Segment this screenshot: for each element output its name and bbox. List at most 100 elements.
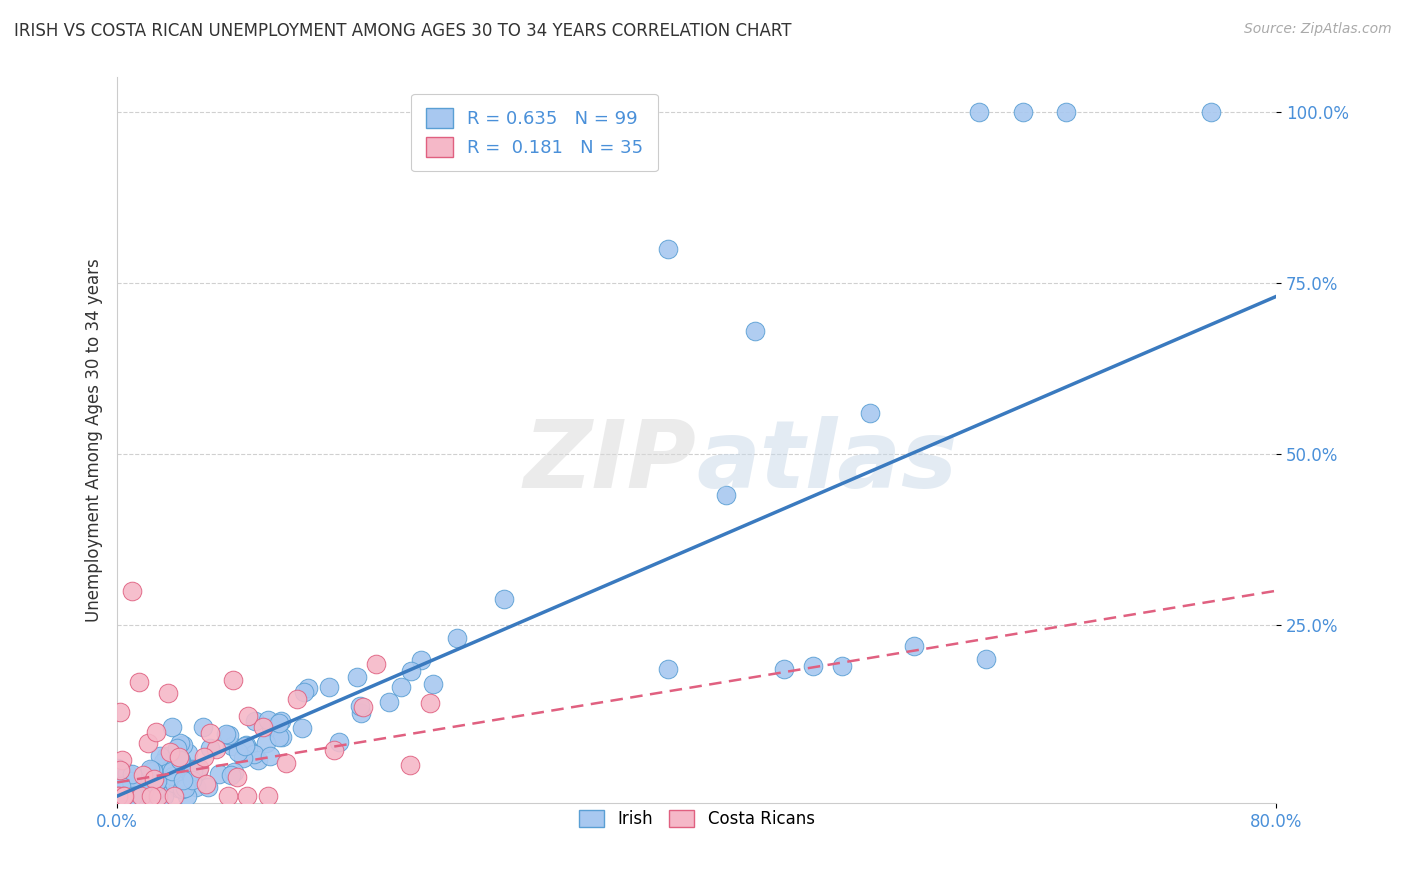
Point <box>859 406 882 420</box>
Point <box>193 720 215 734</box>
Point <box>257 713 280 727</box>
Point <box>225 771 247 785</box>
Point <box>744 324 766 338</box>
Point <box>446 631 468 645</box>
Point <box>160 761 183 775</box>
Point <box>143 784 166 798</box>
Point <box>115 765 138 780</box>
Point <box>399 758 422 772</box>
Point <box>108 783 131 797</box>
Point <box>364 657 387 671</box>
Point <box>167 781 190 796</box>
Point <box>259 749 281 764</box>
Point <box>297 681 319 696</box>
Point <box>174 777 197 791</box>
Point <box>208 767 231 781</box>
Point <box>146 789 169 804</box>
Point <box>110 705 132 719</box>
Point <box>285 692 308 706</box>
Point <box>139 789 162 804</box>
Text: atlas: atlas <box>696 416 957 508</box>
Point <box>1054 104 1077 119</box>
Point <box>184 780 207 794</box>
Point <box>162 769 184 783</box>
Point <box>270 714 292 729</box>
Point <box>169 753 191 767</box>
Point <box>231 751 253 765</box>
Point <box>276 756 298 771</box>
Point <box>121 583 143 598</box>
Text: ZIP: ZIP <box>524 416 696 508</box>
Point <box>172 772 194 787</box>
Point <box>145 725 167 739</box>
Point <box>193 749 215 764</box>
Point <box>124 789 146 804</box>
Point <box>105 761 128 775</box>
Point <box>222 673 245 687</box>
Point <box>187 764 209 778</box>
Point <box>134 784 156 798</box>
Point <box>349 698 371 713</box>
Point <box>323 742 346 756</box>
Point <box>145 776 167 790</box>
Point <box>346 670 368 684</box>
Point <box>146 773 169 788</box>
Point <box>328 735 350 749</box>
Point <box>218 729 240 743</box>
Point <box>236 789 259 804</box>
Point <box>165 745 187 759</box>
Point <box>143 771 166 785</box>
Point <box>217 789 239 804</box>
Point <box>254 736 277 750</box>
Point <box>169 752 191 766</box>
Point <box>235 739 257 753</box>
Point <box>205 741 228 756</box>
Point <box>260 720 283 734</box>
Point <box>215 727 238 741</box>
Point <box>173 780 195 795</box>
Point <box>108 763 131 777</box>
Point <box>163 789 186 804</box>
Text: IRISH VS COSTA RICAN UNEMPLOYMENT AMONG AGES 30 TO 34 YEARS CORRELATION CHART: IRISH VS COSTA RICAN UNEMPLOYMENT AMONG … <box>14 22 792 40</box>
Point <box>122 789 145 804</box>
Point <box>129 789 152 804</box>
Point <box>156 686 179 700</box>
Point <box>181 764 204 778</box>
Legend: Irish, Costa Ricans: Irish, Costa Ricans <box>572 803 821 835</box>
Point <box>236 742 259 756</box>
Point <box>389 680 412 694</box>
Point <box>1316 104 1339 119</box>
Point <box>111 753 134 767</box>
Point <box>222 765 245 780</box>
Point <box>172 738 194 752</box>
Point <box>150 774 173 789</box>
Point <box>181 773 204 788</box>
Point <box>170 754 193 768</box>
Point <box>110 780 132 794</box>
Point <box>291 721 314 735</box>
Point <box>152 755 174 769</box>
Point <box>267 716 290 731</box>
Point <box>221 739 243 753</box>
Point <box>411 653 433 667</box>
Point <box>257 789 280 803</box>
Point <box>127 789 149 804</box>
Point <box>200 741 222 756</box>
Point <box>377 694 399 708</box>
Point <box>107 789 129 804</box>
Point <box>112 780 135 794</box>
Point <box>233 739 256 754</box>
Point <box>169 736 191 750</box>
Point <box>139 762 162 776</box>
Point <box>657 242 679 256</box>
Point <box>177 746 200 760</box>
Point <box>136 736 159 750</box>
Point <box>181 762 204 776</box>
Point <box>131 785 153 799</box>
Point <box>128 675 150 690</box>
Point <box>801 659 824 673</box>
Point <box>120 773 142 788</box>
Point <box>772 663 794 677</box>
Point <box>271 731 294 745</box>
Point <box>267 731 290 745</box>
